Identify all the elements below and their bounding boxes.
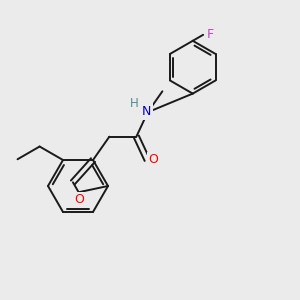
Text: F: F: [207, 28, 214, 41]
Text: O: O: [75, 193, 85, 206]
Text: O: O: [148, 153, 158, 166]
Text: N: N: [142, 105, 151, 118]
Text: H: H: [130, 97, 139, 110]
